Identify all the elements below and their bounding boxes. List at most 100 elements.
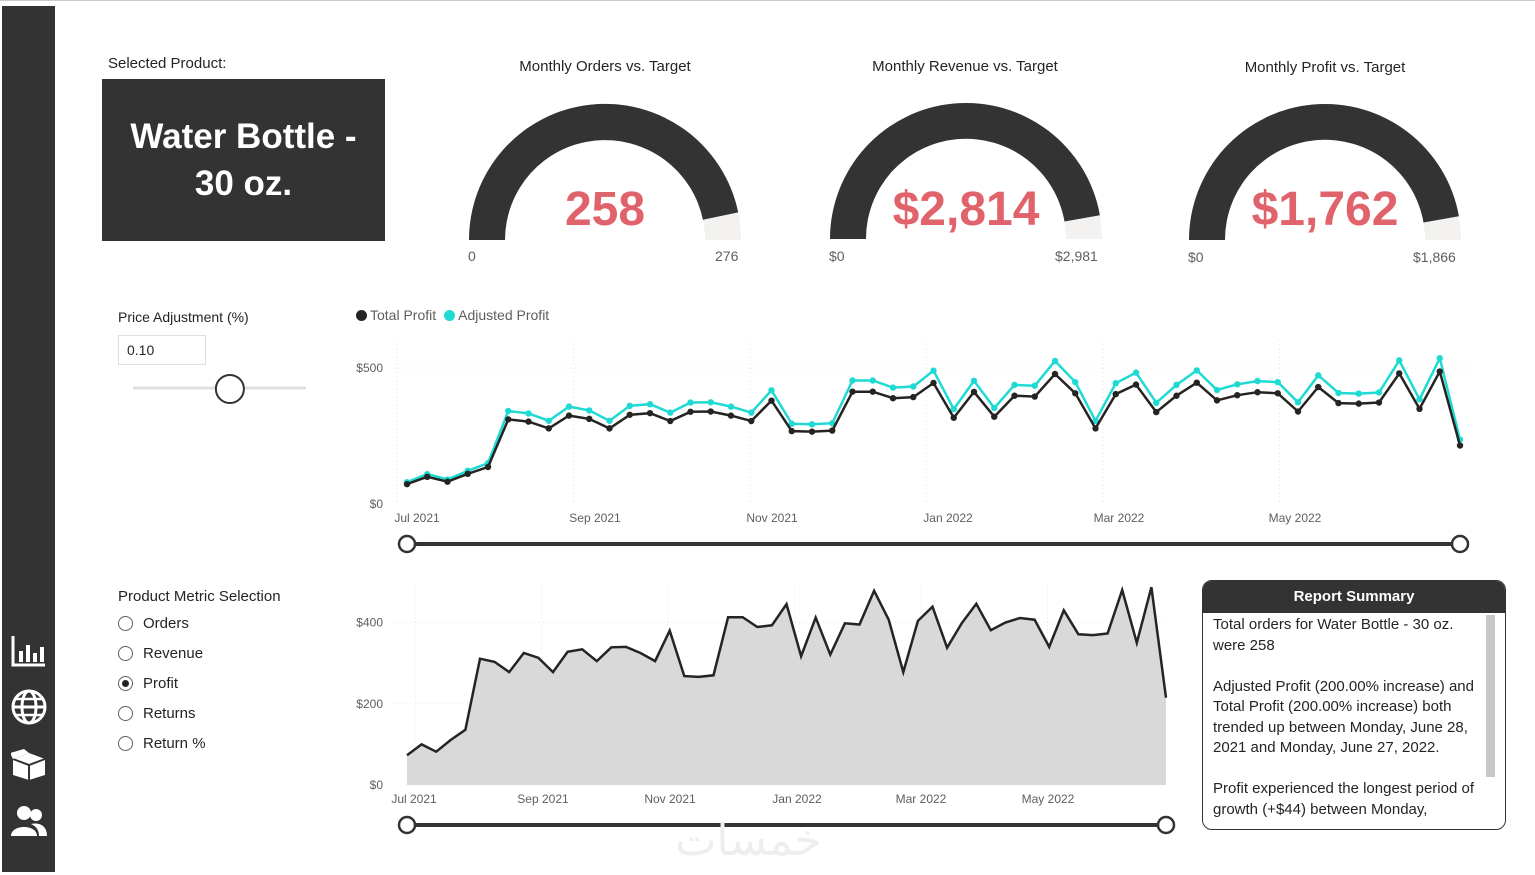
price-adjustment-label: Price Adjustment (%) bbox=[118, 309, 249, 325]
box-icon[interactable] bbox=[10, 746, 48, 784]
gauge-orders-value: 258 bbox=[564, 183, 646, 236]
x-tick-label: Sep 2021 bbox=[517, 792, 569, 806]
metric-option-profit-label: Profit bbox=[143, 675, 179, 692]
point-total-profit bbox=[1436, 368, 1443, 375]
gauge-revenue-max: $2,981 bbox=[1055, 248, 1098, 264]
point-adjusted-profit bbox=[788, 420, 795, 427]
metric-option-orders-label: Orders bbox=[143, 615, 189, 632]
metric-option-returns[interactable]: Returns bbox=[118, 705, 196, 722]
point-total-profit bbox=[1213, 397, 1221, 404]
gauge-profit-min: $0 bbox=[1188, 249, 1204, 265]
x-tick-label: Nov 2021 bbox=[746, 511, 798, 525]
point-total-profit bbox=[403, 480, 411, 488]
radio-returns[interactable] bbox=[118, 706, 133, 721]
report-summary-body: Total orders for Water Bottle - 30 oz. w… bbox=[1213, 615, 1485, 829]
slider-thumb bbox=[214, 374, 245, 404]
point-adjusted-profit bbox=[849, 377, 856, 384]
point-adjusted-profit bbox=[626, 402, 633, 410]
radio-return-pct[interactable] bbox=[118, 736, 133, 751]
series-line-adjusted-profit bbox=[406, 354, 1462, 484]
range-slider-start-handle bbox=[397, 534, 417, 554]
point-total-profit bbox=[626, 411, 633, 418]
point-total-profit bbox=[1274, 390, 1281, 397]
users-icon[interactable] bbox=[10, 802, 48, 840]
bar-chart-icon[interactable] bbox=[10, 632, 48, 670]
metric-option-return-pct[interactable]: Return % bbox=[118, 735, 206, 752]
radio-profit[interactable] bbox=[118, 676, 133, 691]
radio-orders[interactable] bbox=[118, 616, 133, 631]
point-total-profit bbox=[1153, 408, 1160, 416]
point-adjusted-profit bbox=[1072, 378, 1079, 386]
watermark-text: خمسات bbox=[675, 815, 822, 866]
point-adjusted-profit bbox=[1254, 377, 1261, 385]
point-total-profit bbox=[1193, 379, 1200, 386]
point-total-profit bbox=[849, 388, 856, 395]
x-tick-label: Jan 2022 bbox=[772, 792, 822, 806]
series-line-total-profit bbox=[406, 368, 1462, 486]
point-total-profit bbox=[484, 463, 492, 471]
point-total-profit bbox=[1112, 390, 1119, 398]
point-total-profit bbox=[889, 394, 897, 402]
gauge-revenue-fill bbox=[830, 103, 1100, 240]
metric-option-profit[interactable]: Profit bbox=[118, 675, 178, 692]
metric-option-revenue-label: Revenue bbox=[143, 645, 204, 662]
summary-scrollbar[interactable] bbox=[1486, 615, 1495, 777]
gauge-profit-value: $1,762 bbox=[1251, 183, 1399, 236]
legend-adjusted-profit[interactable]: Adjusted Profit bbox=[458, 307, 550, 323]
point-total-profit bbox=[1254, 389, 1261, 396]
x-tick-label: Mar 2022 bbox=[1094, 511, 1145, 525]
profit-line-chart: $0 $500 Jul 2021 Sep 2021 Nov 2021 Jan 2022 Ma… bbox=[356, 340, 1475, 554]
point-adjusted-profit bbox=[829, 420, 836, 427]
gauge-profit-arc bbox=[1189, 104, 1461, 241]
x-tick-label: May 2022 bbox=[1022, 792, 1075, 806]
point-total-profit bbox=[829, 427, 836, 434]
point-total-profit bbox=[464, 470, 471, 478]
point-adjusted-profit bbox=[727, 403, 735, 410]
area-fill bbox=[407, 587, 1166, 785]
metric-option-revenue[interactable]: Revenue bbox=[118, 645, 203, 662]
point-total-profit bbox=[707, 408, 714, 415]
radio-revenue[interactable] bbox=[118, 646, 133, 661]
globe-icon[interactable] bbox=[10, 688, 48, 726]
point-adjusted-profit bbox=[505, 407, 512, 415]
point-total-profit bbox=[869, 388, 876, 395]
point-adjusted-profit bbox=[1213, 386, 1221, 394]
point-adjusted-profit bbox=[606, 417, 613, 424]
legend-total-profit[interactable]: Total Profit bbox=[370, 307, 437, 323]
price-adjustment-slider[interactable] bbox=[128, 370, 313, 410]
point-total-profit bbox=[1375, 399, 1383, 406]
point-adjusted-profit bbox=[748, 409, 755, 416]
point-adjusted-profit bbox=[525, 410, 532, 417]
price-adjustment-input[interactable] bbox=[118, 335, 206, 365]
point-adjusted-profit bbox=[1335, 389, 1342, 397]
metric-option-orders[interactable]: Orders bbox=[118, 615, 189, 632]
point-total-profit bbox=[1315, 383, 1322, 391]
point-adjusted-profit bbox=[1092, 417, 1099, 424]
point-adjusted-profit bbox=[808, 421, 816, 428]
point-adjusted-profit bbox=[586, 407, 593, 414]
summary-paragraph-1: Total orders for Water Bottle - 30 oz. w… bbox=[1213, 616, 1454, 654]
range-slider-end-handle bbox=[1450, 534, 1470, 554]
gauge-orders-min: 0 bbox=[468, 248, 476, 264]
point-adjusted-profit bbox=[910, 383, 917, 390]
point-total-profit bbox=[788, 427, 795, 435]
point-adjusted-profit bbox=[1375, 389, 1383, 396]
point-adjusted-profit bbox=[950, 405, 957, 413]
side-nav bbox=[2, 6, 55, 872]
gauge-profit-max: $1,866 bbox=[1413, 249, 1456, 265]
x-tick-label: Jan 2022 bbox=[923, 511, 973, 525]
point-total-profit bbox=[727, 412, 735, 419]
metric-option-return-pct-label: Return % bbox=[143, 735, 206, 752]
range-slider-start-handle bbox=[397, 815, 417, 835]
point-adjusted-profit bbox=[1153, 399, 1160, 407]
point-adjusted-profit bbox=[1315, 372, 1322, 379]
point-total-profit bbox=[1355, 400, 1362, 407]
point-adjusted-profit bbox=[1031, 382, 1038, 389]
point-total-profit bbox=[646, 409, 654, 417]
point-adjusted-profit bbox=[687, 399, 694, 406]
y-tick-label: $400 bbox=[356, 616, 383, 630]
top-border bbox=[0, 0, 1535, 1]
point-adjusted-profit bbox=[768, 387, 775, 394]
point-total-profit bbox=[1396, 370, 1403, 377]
gauge-orders-max: 276 bbox=[715, 248, 739, 264]
